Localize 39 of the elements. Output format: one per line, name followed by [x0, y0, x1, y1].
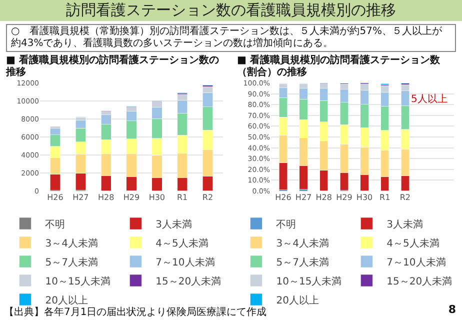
text: 【出典】各年7月1日の届出状況より保険局医療課にて作成 [4, 306, 267, 319]
x-tick-label: R1 [177, 193, 188, 202]
legend-label: 15～20人未満 [386, 275, 452, 288]
legend-label: 4～5人未満 [156, 237, 208, 250]
legend-label: 7～10人未満 [386, 256, 446, 268]
legend-label: 5～7人未満 [276, 256, 329, 268]
x-tick-label: H27 [72, 193, 89, 202]
x-tick-label: H28 [316, 193, 332, 202]
legend-label: 3人未満 [386, 218, 424, 230]
x-tick-label: H29 [336, 193, 352, 202]
legend-label: 15～20人未満 [156, 275, 222, 288]
legend-label: 3～4人未満 [276, 237, 329, 250]
text: 8 [448, 303, 456, 316]
x-tick-label: R2 [202, 193, 214, 202]
legend-label: 20人以上 [276, 294, 319, 306]
chart-title: ■ 看護職員規模別の訪問看護ステーション数の推移 [4, 55, 220, 79]
x-tick-label: R1 [380, 193, 390, 202]
legend-label: 不明 [45, 219, 66, 230]
legend-label: 20人以上 [45, 294, 88, 306]
x-tick-label: H26 [275, 193, 292, 202]
x-tick-label: H30 [148, 193, 166, 202]
x-tick-label: H30 [356, 193, 373, 202]
x-tick-label: H26 [47, 193, 64, 202]
legend-label: 3人未満 [156, 218, 192, 230]
x-tick-label: H29 [123, 193, 140, 202]
text: ○ 看護職員規模（常勤換算）別の訪問看護ステーション数は、５人未満が約57%、５人以上が約43%であり、看護職員数の多いステーションの数は増加傾向にある。 [6, 24, 456, 52]
legend-label: 7～10人未満 [156, 256, 215, 268]
legend-label: 10～15人未満 [45, 275, 111, 288]
legend-label: 5～7人未満 [45, 256, 98, 268]
legend-label: 4～5人未満 [386, 237, 440, 250]
legend-label: 不明 [276, 219, 296, 230]
chart-title: ■ 看護職員規模別の訪問看護ステーション数（割合）の推移 [236, 55, 441, 79]
x-tick-label: R2 [400, 193, 411, 202]
x-tick-label: H27 [295, 193, 312, 202]
text: 訪問看護ステーション数の看護職員規模別の推移 [0, 0, 462, 21]
x-tick-label: H28 [98, 193, 114, 202]
annotation: 5人以上 [411, 93, 448, 105]
legend-label: 3～4人未満 [45, 237, 98, 250]
legend-label: 10～15人未満 [276, 275, 342, 288]
